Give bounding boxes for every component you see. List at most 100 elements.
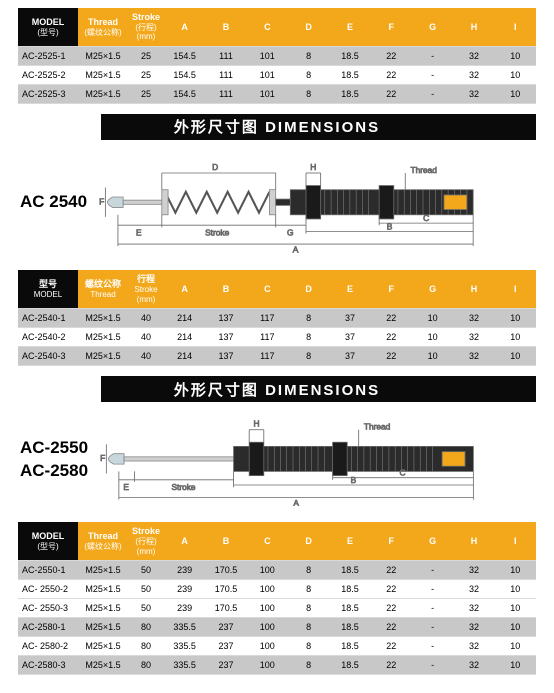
th-E: E bbox=[329, 522, 370, 560]
table-cell: 10 bbox=[495, 618, 536, 637]
table-cell: M25×1.5 bbox=[78, 561, 128, 580]
table-row: AC-2550-1M25×1.550239170.5100818.522-321… bbox=[18, 561, 536, 580]
svg-text:B: B bbox=[351, 475, 357, 485]
table-body: AC-2540-1M25×1.54021413711783722103210AC… bbox=[18, 309, 536, 366]
table-cell: M25×1.5 bbox=[78, 65, 128, 84]
table-cell: 8 bbox=[288, 309, 329, 328]
table-cell: 237 bbox=[205, 637, 246, 656]
table-cell: 8 bbox=[288, 328, 329, 347]
th-I: I bbox=[495, 270, 536, 308]
table-cell: M25×1.5 bbox=[78, 618, 128, 637]
table-cell: 117 bbox=[247, 347, 288, 366]
table-cell: M25×1.5 bbox=[78, 637, 128, 656]
th-F: F bbox=[371, 8, 412, 46]
table-cell: AC- 2550-3 bbox=[18, 599, 78, 618]
table-cell: - bbox=[412, 561, 453, 580]
table-cell: - bbox=[412, 618, 453, 637]
th-H: H bbox=[453, 8, 494, 46]
svg-text:Stroke: Stroke bbox=[205, 228, 229, 238]
table-cell: 10 bbox=[495, 328, 536, 347]
svg-text:G: G bbox=[287, 228, 294, 238]
table-cell: 22 bbox=[371, 309, 412, 328]
table-cell: 335.5 bbox=[164, 637, 205, 656]
table-cell: AC- 2550-2 bbox=[18, 580, 78, 599]
table-cell: 18.5 bbox=[329, 656, 370, 675]
table-cell: 32 bbox=[453, 328, 494, 347]
table-cell: 117 bbox=[247, 309, 288, 328]
table-cell: 22 bbox=[371, 65, 412, 84]
table-cell: 32 bbox=[453, 65, 494, 84]
table-cell: 50 bbox=[128, 599, 164, 618]
table-cell: 137 bbox=[205, 347, 246, 366]
table-cell: 214 bbox=[164, 328, 205, 347]
diagram-ac2550-2580: AC-2550 AC-2580 bbox=[18, 412, 536, 506]
table-cell: 37 bbox=[329, 309, 370, 328]
table-cell: - bbox=[412, 84, 453, 103]
table-cell: - bbox=[412, 637, 453, 656]
table-cell: 50 bbox=[128, 561, 164, 580]
table-cell: 10 bbox=[495, 65, 536, 84]
diagram-svg: F H Thread E Stroke C B A bbox=[98, 412, 536, 506]
table-row: AC-2525-3M25×1.525154.5111101818.522-321… bbox=[18, 84, 536, 103]
table-ac2525: MODEL(型号) Thread(螺纹公称) Stroke(行程)(mm) A … bbox=[18, 8, 536, 104]
table-cell: 18.5 bbox=[329, 618, 370, 637]
table-cell: 22 bbox=[371, 561, 412, 580]
table-cell: 18.5 bbox=[329, 580, 370, 599]
th-model: 型号MODEL bbox=[18, 270, 78, 308]
table-row: AC-2580-3M25×1.580335.5237100818.522-321… bbox=[18, 656, 536, 675]
table-cell: AC-2525-1 bbox=[18, 46, 78, 65]
table-cell: 32 bbox=[453, 84, 494, 103]
table-cell: 80 bbox=[128, 637, 164, 656]
table-cell: 22 bbox=[371, 618, 412, 637]
th-B: B bbox=[205, 522, 246, 560]
table-cell: - bbox=[412, 46, 453, 65]
table-row: AC-2525-2M25×1.525154.5111101818.522-321… bbox=[18, 65, 536, 84]
th-model: MODEL(型号) bbox=[18, 8, 78, 46]
table-cell: 117 bbox=[247, 328, 288, 347]
th-C: C bbox=[247, 270, 288, 308]
th-stroke: 行程Stroke(mm) bbox=[128, 270, 164, 308]
table-cell: 22 bbox=[371, 46, 412, 65]
table-cell: AC- 2580-2 bbox=[18, 637, 78, 656]
table-cell: 18.5 bbox=[329, 65, 370, 84]
table-cell: 18.5 bbox=[329, 599, 370, 618]
table-row: AC-2580-1M25×1.580335.5237100818.522-321… bbox=[18, 618, 536, 637]
table-cell: M25×1.5 bbox=[78, 309, 128, 328]
table-cell: - bbox=[412, 656, 453, 675]
svg-text:E: E bbox=[136, 228, 142, 238]
table-cell: 335.5 bbox=[164, 618, 205, 637]
table-cell: 80 bbox=[128, 618, 164, 637]
th-stroke: Stroke(行程)(mm) bbox=[128, 8, 164, 46]
table-cell: 170.5 bbox=[205, 580, 246, 599]
table-cell: 10 bbox=[412, 309, 453, 328]
svg-text:H: H bbox=[310, 162, 316, 172]
table-cell: 10 bbox=[495, 637, 536, 656]
th-I: I bbox=[495, 8, 536, 46]
table-cell: AC-2550-1 bbox=[18, 561, 78, 580]
svg-text:C: C bbox=[423, 213, 429, 223]
table-cell: 214 bbox=[164, 347, 205, 366]
table-cell: 8 bbox=[288, 46, 329, 65]
table-cell: 22 bbox=[371, 637, 412, 656]
table-cell: 335.5 bbox=[164, 656, 205, 675]
table-head: MODEL(型号) Thread(螺纹公称) Stroke(行程)(mm) A … bbox=[18, 522, 536, 560]
table-cell: 25 bbox=[128, 46, 164, 65]
svg-text:F: F bbox=[100, 453, 105, 463]
dimensions-title: 外形尺寸图 DIMENSIONS bbox=[18, 376, 536, 402]
table-cell: 100 bbox=[247, 561, 288, 580]
table-cell: 100 bbox=[247, 580, 288, 599]
table-cell: 18.5 bbox=[329, 46, 370, 65]
table-cell: 32 bbox=[453, 561, 494, 580]
table-cell: 37 bbox=[329, 328, 370, 347]
table-cell: 25 bbox=[128, 65, 164, 84]
th-B: B bbox=[205, 270, 246, 308]
table-cell: AC-2580-1 bbox=[18, 618, 78, 637]
table-cell: 100 bbox=[247, 599, 288, 618]
table-cell: 18.5 bbox=[329, 84, 370, 103]
table-cell: M25×1.5 bbox=[78, 599, 128, 618]
table-cell: 237 bbox=[205, 618, 246, 637]
table-cell: M25×1.5 bbox=[78, 84, 128, 103]
th-F: F bbox=[371, 522, 412, 560]
table-cell: 40 bbox=[128, 309, 164, 328]
th-G: G bbox=[412, 270, 453, 308]
